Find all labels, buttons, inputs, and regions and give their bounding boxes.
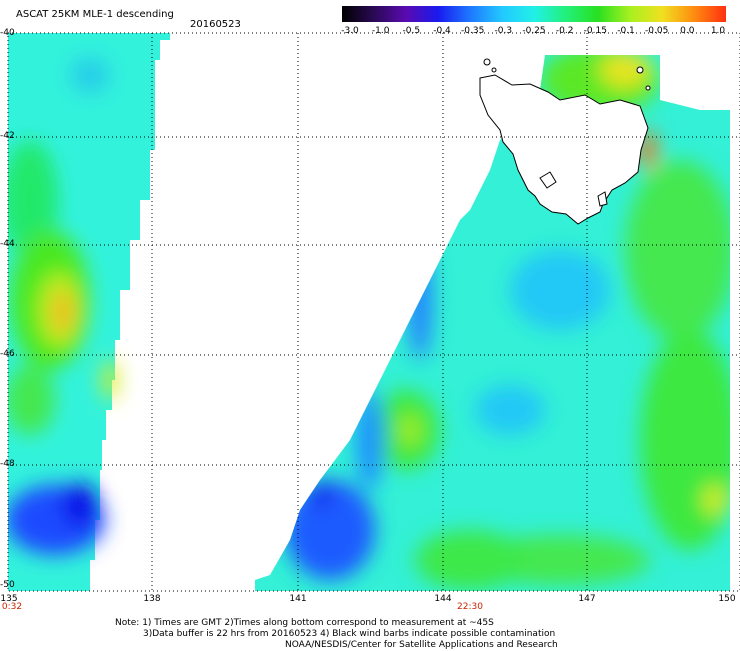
plot-frame xyxy=(7,32,740,592)
wind-map xyxy=(7,32,740,592)
lon-label: 138 xyxy=(143,594,161,604)
note-line: Note: 1) Times are GMT 2)Times along bot… xyxy=(115,618,494,628)
colorbar-label: -0.3 xyxy=(494,26,513,36)
lat-label: -48 xyxy=(0,459,15,469)
lat-label: -40 xyxy=(0,28,15,38)
lat-label: -50 xyxy=(0,580,15,590)
lat-label: -42 xyxy=(0,131,15,141)
colorbar-label: -3.0 xyxy=(341,26,359,36)
colorbar-label: -0.4 xyxy=(433,26,451,36)
note-line: 3)Data buffer is 22 hrs from 20160523 4)… xyxy=(143,629,556,639)
lon-label: 150 xyxy=(718,594,736,604)
colorbar-labels: -3.0 -1.0 -0.5 -0.4 -0.35 -0.3 -0.25 -0.… xyxy=(341,26,726,40)
colorbar-label: -0.25 xyxy=(522,26,546,36)
colorbar-label: -0.05 xyxy=(645,26,669,36)
lon-label: 141 xyxy=(289,594,307,604)
colorbar-label: -1.0 xyxy=(371,26,390,36)
footnotes: Note: 1) Times are GMT 2)Times along bot… xyxy=(115,618,558,651)
colorbar-label: 0.0 xyxy=(680,26,695,36)
lon-label: 135 xyxy=(0,594,18,604)
colorbar-label: -0.35 xyxy=(461,26,485,36)
colorbar-label: -0.2 xyxy=(555,26,574,36)
product-date: 20160523 xyxy=(190,19,241,30)
grid xyxy=(8,33,740,591)
colorbar-label: -0.15 xyxy=(583,26,607,36)
note-line: NOAA/NESDIS/Center for Satellite Applica… xyxy=(285,640,558,650)
west-swath xyxy=(8,33,170,591)
colorbar-label: -0.1 xyxy=(617,26,635,36)
east-swath xyxy=(255,55,730,591)
lat-label: -46 xyxy=(0,349,15,359)
lat-label: -44 xyxy=(0,239,15,249)
lon-label: 144 xyxy=(434,594,452,604)
tasmania-coastline xyxy=(479,58,651,225)
colorbar-label: -0.5 xyxy=(402,26,421,36)
colorbar-label: 1.0 xyxy=(710,26,726,36)
colorbar-gradient xyxy=(342,6,726,22)
time-label: 0:32 xyxy=(1,602,23,612)
lon-label: 147 xyxy=(578,594,596,604)
time-label: 22:30 xyxy=(457,602,483,612)
product-title: ASCAT 25KM MLE-1 descending xyxy=(16,9,174,20)
colorbar xyxy=(342,6,726,22)
